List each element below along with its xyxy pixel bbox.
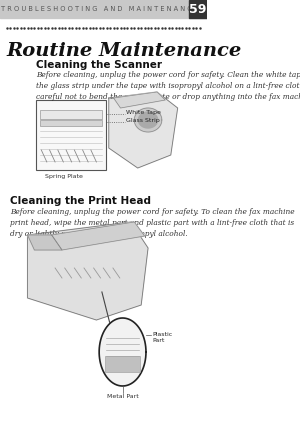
Text: Before cleaning, unplug the power cord for safety. To clean the fax machine
prin: Before cleaning, unplug the power cord f… xyxy=(10,208,295,238)
Text: 59: 59 xyxy=(189,3,206,16)
Bar xyxy=(40,120,102,126)
Text: Cleaning the Scanner: Cleaning the Scanner xyxy=(36,60,162,70)
Polygon shape xyxy=(99,318,146,386)
Polygon shape xyxy=(134,108,162,132)
Polygon shape xyxy=(138,112,158,128)
Polygon shape xyxy=(114,92,165,108)
Text: Plastic
Part: Plastic Part xyxy=(152,332,172,343)
Bar xyxy=(0,0,207,18)
Text: Cleaning the Print Head: Cleaning the Print Head xyxy=(10,196,151,206)
Polygon shape xyxy=(109,92,178,168)
Text: Glass Strip: Glass Strip xyxy=(126,117,160,122)
Text: T R O U B L E S H O O T I N G   A N D   M A I N T E N A N C E: T R O U B L E S H O O T I N G A N D M A … xyxy=(1,6,198,12)
Bar xyxy=(40,110,102,119)
Text: Metal Part: Metal Part xyxy=(107,394,138,399)
Text: Routine Maintenance: Routine Maintenance xyxy=(7,42,242,60)
Bar xyxy=(105,356,140,372)
Bar xyxy=(189,0,207,18)
Text: Before cleaning, unplug the power cord for safety. Clean the white tape and
the : Before cleaning, unplug the power cord f… xyxy=(36,71,300,101)
Text: White Tape: White Tape xyxy=(126,109,161,114)
Bar xyxy=(36,100,106,170)
Polygon shape xyxy=(28,235,62,250)
Text: Spring Plate: Spring Plate xyxy=(45,174,82,179)
Polygon shape xyxy=(52,222,145,250)
Polygon shape xyxy=(28,222,148,320)
